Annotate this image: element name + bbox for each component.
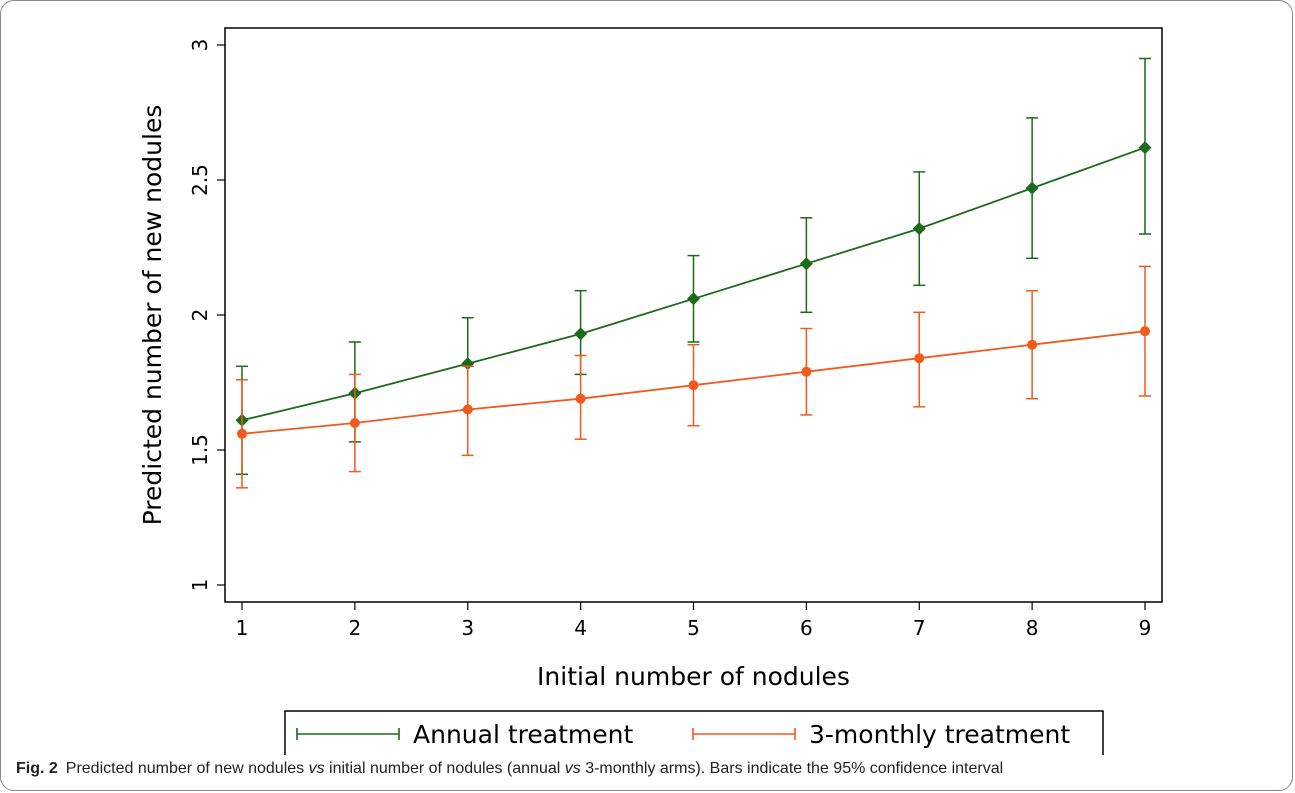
data-point xyxy=(349,418,360,428)
series-circle xyxy=(236,265,1151,489)
plot-area: 1 1.5 2 2.5 3 1 2 3 4 5 6 7 8 9 xyxy=(188,27,1163,640)
line-chart: 1 1.5 2 2.5 3 1 2 3 4 5 6 7 8 9 Annual treatment 3-mon… xyxy=(138,27,1163,755)
y-tick-label: 2.5 xyxy=(188,164,212,196)
caption-text-1: Predicted number of new nodules xyxy=(65,760,309,777)
x-tick-label: 1 xyxy=(236,616,249,640)
caption-text-3: 3-monthly arms). Bars indicate the 95% c… xyxy=(580,760,1004,777)
data-point xyxy=(687,292,700,306)
caption-vs-2: vs xyxy=(564,760,581,777)
data-point xyxy=(1027,339,1038,350)
legend-items: Annual treatment 3-monthly treatment xyxy=(296,720,1070,749)
data-point xyxy=(912,222,926,236)
y-tick-label: 1 xyxy=(188,579,212,592)
data-point xyxy=(574,327,588,341)
x-tick-label: 8 xyxy=(1026,616,1039,640)
figure-label: Fig. 2 xyxy=(16,760,58,777)
data-point xyxy=(914,353,925,364)
y-axis-label: Predicted number of new nodules xyxy=(138,105,167,526)
data-point xyxy=(462,404,473,415)
y-tick-label: 2 xyxy=(188,309,212,322)
figure-caption: Fig. 2 Predicted number of new nodules vs… xyxy=(16,760,1281,778)
data-point xyxy=(1140,326,1150,337)
data-point xyxy=(801,366,812,377)
data-point xyxy=(575,393,586,404)
data-point xyxy=(237,428,247,439)
x-axis-label: Initial number of nodules xyxy=(537,662,850,691)
caption-text-2: initial number of nodules (annual xyxy=(324,760,565,777)
x-tick-label: 2 xyxy=(349,616,362,640)
data-point xyxy=(688,380,699,391)
data-point xyxy=(1138,141,1152,155)
x-tick-label: 9 xyxy=(1139,616,1152,640)
y-tick-label: 1.5 xyxy=(188,434,212,466)
legend-label: Annual treatment xyxy=(413,720,633,749)
x-tick-label: 3 xyxy=(461,616,474,640)
x-tick-label: 4 xyxy=(574,616,587,640)
legend xyxy=(284,710,1104,755)
data-point xyxy=(799,257,813,271)
caption-vs-1: vs xyxy=(308,760,325,777)
x-tick-label: 6 xyxy=(800,616,813,640)
legend-label: 3-monthly treatment xyxy=(809,720,1070,749)
x-tick-label: 5 xyxy=(687,616,700,640)
y-tick-label: 3 xyxy=(188,39,212,52)
data-point xyxy=(1025,181,1039,195)
x-tick-label: 7 xyxy=(913,616,926,640)
